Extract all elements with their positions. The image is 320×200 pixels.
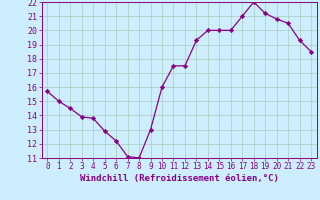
X-axis label: Windchill (Refroidissement éolien,°C): Windchill (Refroidissement éolien,°C) [80,174,279,183]
